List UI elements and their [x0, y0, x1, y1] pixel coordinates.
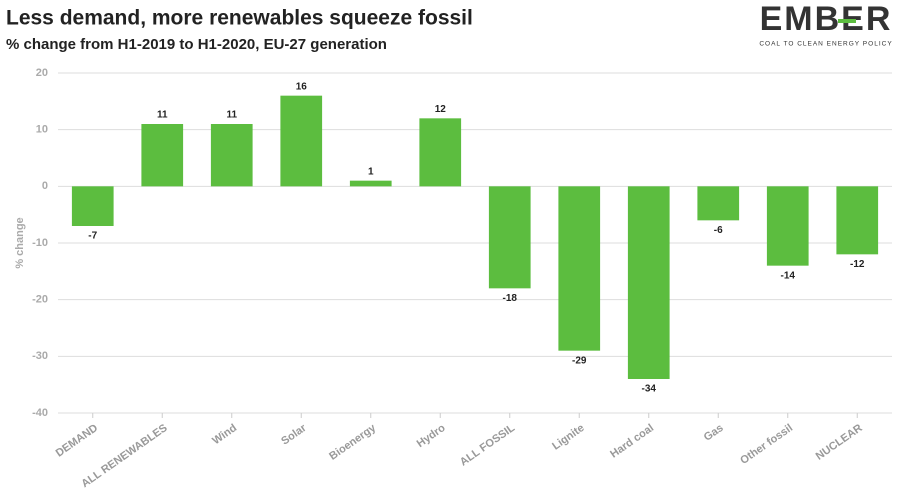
value-label: 1	[368, 166, 374, 177]
y-tick-label: 0	[42, 180, 48, 192]
value-label: -34	[642, 384, 657, 395]
bar	[558, 186, 601, 351]
bar	[210, 124, 253, 187]
chart-title: Less demand, more renewables squeeze fos…	[6, 7, 473, 30]
bar	[419, 118, 462, 187]
x-tick-label: Other fossil	[738, 422, 795, 467]
y-tick-label: -40	[32, 407, 48, 419]
value-label: 11	[226, 110, 237, 121]
value-label: -14	[781, 270, 796, 281]
bar	[488, 186, 531, 289]
x-tick-label: Wind	[210, 422, 239, 447]
value-label: -7	[88, 231, 97, 242]
x-tick-label: Hard coal	[608, 422, 656, 461]
value-label: 12	[435, 104, 447, 115]
x-tick-label: ALL FOSSIL	[458, 422, 518, 469]
value-label: -29	[572, 355, 587, 366]
value-label: 11	[157, 110, 168, 121]
bar	[627, 186, 670, 379]
value-label: -6	[714, 225, 723, 236]
y-tick-label: 20	[36, 67, 48, 79]
x-tick-label: DEMAND	[54, 422, 100, 460]
bar	[349, 180, 392, 187]
y-tick-label: -30	[32, 350, 48, 362]
x-tick-label: Gas	[702, 422, 726, 444]
logo-tagline: COAL TO CLEAN ENERGY POLICY	[759, 41, 892, 48]
logo: EMBER	[760, 0, 893, 38]
chart-subtitle: % change from H1-2019 to H1-2020, EU-27 …	[6, 36, 387, 53]
x-tick-label: Solar	[279, 422, 309, 448]
bar	[836, 186, 879, 255]
value-label: 16	[296, 81, 308, 92]
y-tick-label: 10	[36, 124, 48, 136]
y-tick-label: -10	[32, 237, 48, 249]
bar	[697, 186, 740, 221]
bar	[71, 186, 114, 226]
x-tick-label: Lignite	[550, 422, 586, 453]
bar	[280, 95, 323, 187]
value-label: -12	[850, 259, 865, 270]
x-tick-label: Bioenergy	[327, 422, 379, 463]
value-label: -18	[503, 293, 518, 304]
y-axis-label: % change	[14, 217, 26, 268]
y-tick-label: -20	[32, 294, 48, 306]
logo-accent	[838, 19, 856, 23]
x-tick-label: Hydro	[415, 422, 448, 450]
bar	[141, 124, 184, 187]
x-tick-label: NUCLEAR	[814, 422, 865, 463]
bar	[766, 186, 809, 266]
